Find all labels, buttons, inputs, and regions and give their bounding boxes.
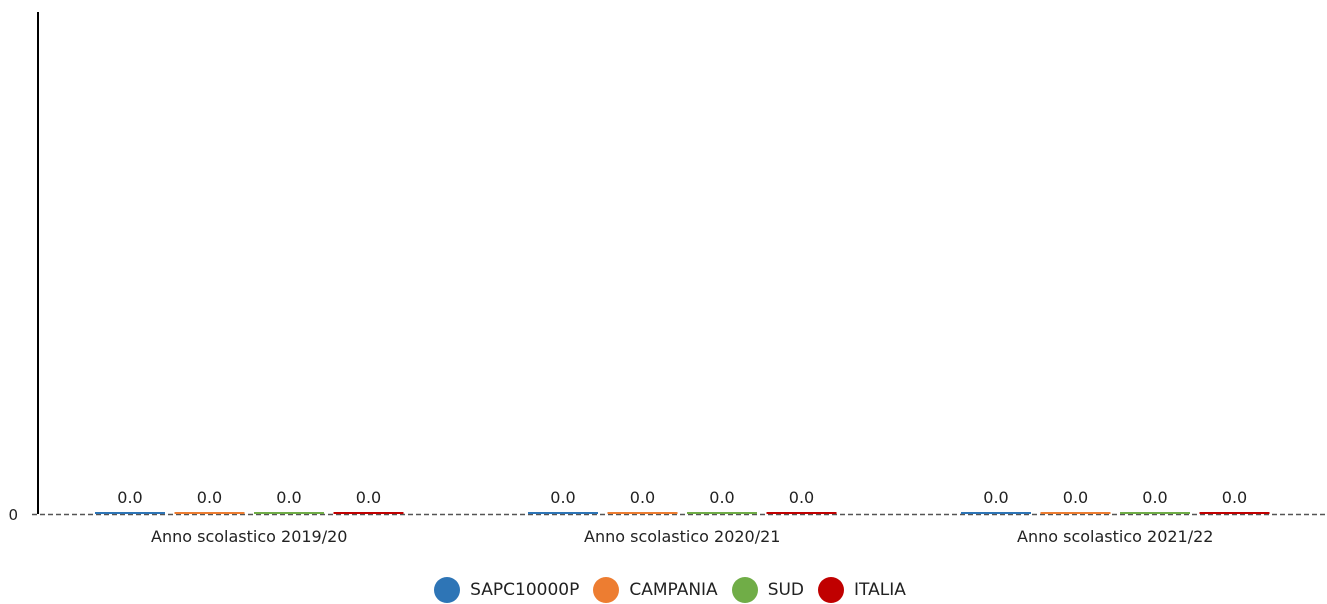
bar-campania-1[interactable] <box>174 512 245 514</box>
bar-sud-1[interactable] <box>254 512 324 514</box>
data-label-campania-1: 0.0 <box>197 488 222 507</box>
legend-marker-sud <box>731 577 758 603</box>
legend-label-campania: CAMPANIA <box>629 580 718 600</box>
x-tick-label-2: Anno scolastico 2020/21 <box>584 527 780 546</box>
data-label-sapc10000p-2: 0.0 <box>550 488 575 507</box>
data-label-campania-3: 0.0 <box>1063 488 1088 507</box>
bar-sapc10000p-2[interactable] <box>528 512 598 514</box>
legend-marker-italia <box>818 577 845 603</box>
bar-campania-2[interactable] <box>607 512 678 514</box>
bar-sud-2[interactable] <box>687 512 757 514</box>
bar-italia-3[interactable] <box>1199 512 1270 514</box>
data-label-italia-2: 0.0 <box>789 488 814 507</box>
legend-item-campania[interactable]: CAMPANIA <box>593 577 718 603</box>
legend-label-sapc10000p: SAPC10000P <box>470 580 580 600</box>
data-label-campania-2: 0.0 <box>630 488 655 507</box>
legend-label-sud: SUD <box>767 580 805 600</box>
legend-item-italia[interactable]: ITALIA <box>818 577 906 603</box>
legend: SAPC10000P CAMPANIA SUD ITALIA <box>0 576 1327 604</box>
legend-item-sapc10000p[interactable]: SAPC10000P <box>434 577 579 603</box>
bar-italia-1[interactable] <box>333 512 404 514</box>
bar-campania-3[interactable] <box>1040 512 1111 514</box>
x-tick-label-3: Anno scolastico 2021/22 <box>1017 527 1213 546</box>
data-label-sud-3: 0.0 <box>1142 488 1167 507</box>
data-label-sud-2: 0.0 <box>709 488 734 507</box>
data-label-sapc10000p-3: 0.0 <box>983 488 1008 507</box>
legend-item-sud[interactable]: SUD <box>731 577 805 603</box>
y-tick-label: 0 <box>8 506 18 524</box>
legend-marker-campania <box>593 577 620 603</box>
legend-marker-sapc10000p <box>434 577 461 603</box>
data-label-italia-1: 0.0 <box>356 488 381 507</box>
bar-sud-3[interactable] <box>1120 512 1190 514</box>
bar-sapc10000p-1[interactable] <box>95 512 165 514</box>
data-label-sapc10000p-1: 0.0 <box>117 488 142 507</box>
data-label-sud-1: 0.0 <box>276 488 301 507</box>
data-label-italia-3: 0.0 <box>1222 488 1247 507</box>
x-tick-label-1: Anno scolastico 2019/20 <box>151 527 347 546</box>
legend-label-italia: ITALIA <box>854 580 906 600</box>
bar-italia-2[interactable] <box>766 512 837 514</box>
bar-sapc10000p-3[interactable] <box>961 512 1031 514</box>
